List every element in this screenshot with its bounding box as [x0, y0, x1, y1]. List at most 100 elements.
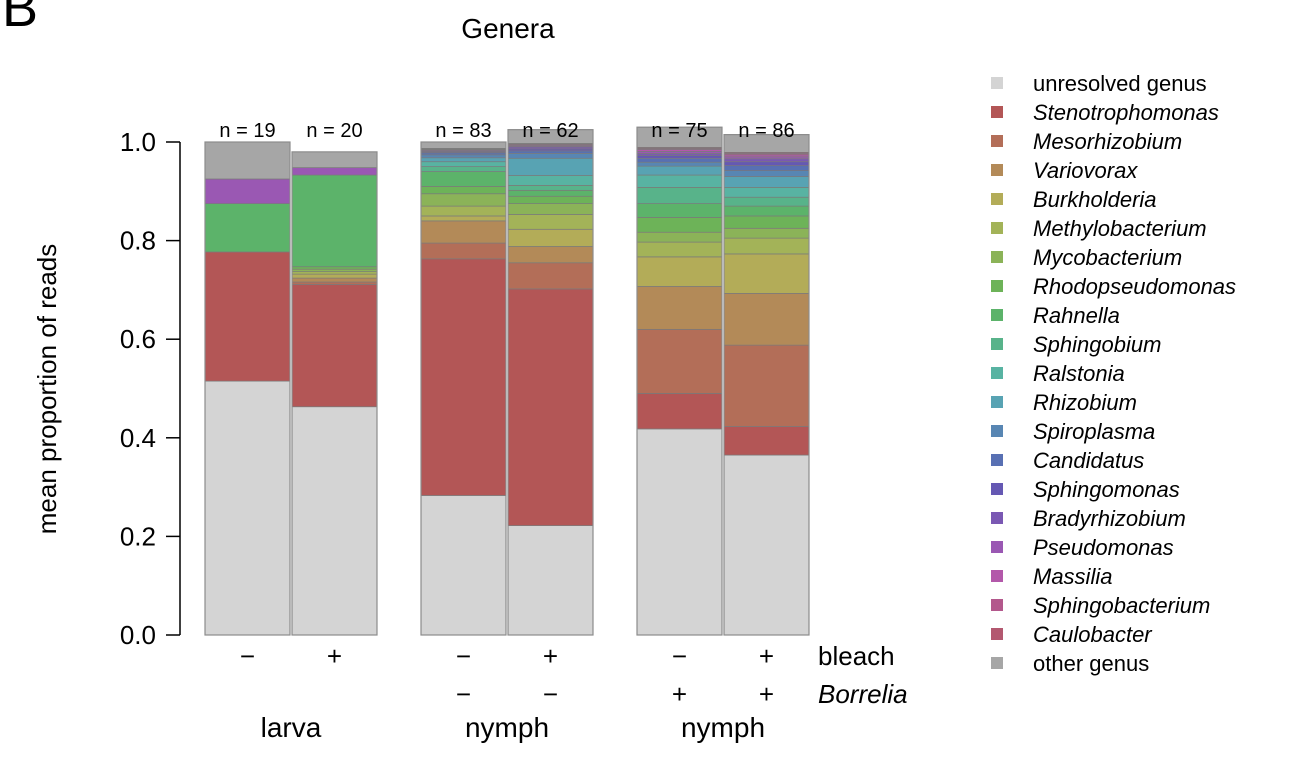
bar-segment	[507, 246, 594, 264]
bar-segment	[723, 215, 810, 229]
legend-swatch	[991, 425, 1003, 437]
legend-label: Caulobacter	[1033, 622, 1153, 647]
bar-segment	[723, 176, 810, 188]
bar-segment	[204, 380, 291, 636]
bar-segment	[723, 454, 810, 636]
legend-label: Pseudomonas	[1033, 535, 1174, 560]
legend-swatch	[991, 657, 1003, 669]
legend-label: Mycobacterium	[1033, 245, 1182, 270]
bar-segment	[507, 203, 594, 215]
n-label: n = 86	[738, 120, 794, 142]
legend-swatch	[991, 251, 1003, 263]
legend: unresolved genus Stenotrophomonas Mesorhiz…	[991, 71, 1236, 676]
bar-segment	[204, 141, 291, 180]
bleach-value: +	[543, 641, 558, 671]
bar-outline	[723, 134, 810, 636]
bar-segment	[291, 273, 378, 279]
bar-segment	[507, 195, 594, 204]
legend-swatch	[991, 512, 1003, 524]
bar-segment	[507, 185, 594, 191]
bar-segment	[507, 189, 594, 197]
bar-segment	[636, 286, 723, 330]
bar-outline	[507, 129, 594, 636]
bar-segment	[420, 166, 507, 172]
bar-segment	[291, 268, 378, 273]
bar-segment	[291, 284, 378, 408]
legend-label: Spiroplasma	[1033, 419, 1155, 444]
bar-segment	[420, 242, 507, 260]
bar-segment	[420, 215, 507, 222]
legend-label: other genus	[1033, 651, 1149, 676]
bar-segment	[636, 393, 723, 430]
bar-segment	[636, 428, 723, 636]
bar-segment	[204, 251, 291, 382]
bar-segment	[420, 495, 507, 636]
legend-swatch	[991, 222, 1003, 234]
bar-segment	[420, 193, 507, 207]
legend-label: Variovorax	[1033, 158, 1138, 183]
y-tick-label: 0.0	[120, 620, 156, 650]
legend-swatch	[991, 628, 1003, 640]
bar-segment	[507, 288, 594, 526]
bar-segment	[507, 262, 594, 290]
n-label: n = 75	[651, 120, 707, 142]
bar-segment	[420, 157, 507, 163]
legend-swatch	[991, 454, 1003, 466]
bar-segment	[636, 157, 723, 163]
bar-segment	[420, 141, 507, 149]
bar-segment	[291, 271, 378, 275]
bar-segment	[420, 258, 507, 496]
factor-label-bleach: bleach	[818, 641, 895, 671]
n-label: n = 19	[219, 120, 275, 142]
legend-label: Rhizobium	[1033, 390, 1137, 415]
bar-segment	[420, 171, 507, 187]
bar-segment	[636, 217, 723, 233]
bar-outline	[204, 141, 291, 636]
bar-segment	[420, 205, 507, 217]
group-label: larva	[261, 712, 322, 743]
y-tick-label: 1.0	[120, 127, 156, 157]
y-tick-label: 0.8	[120, 226, 156, 256]
legend-swatch	[991, 396, 1003, 408]
bar-segment	[723, 187, 810, 198]
bar-segment	[636, 203, 723, 218]
bleach-value: −	[240, 641, 255, 671]
legend-label: Sphingobium	[1033, 332, 1161, 357]
bar-segment	[291, 174, 378, 268]
legend-label: Burkholderia	[1033, 187, 1157, 212]
legend-swatch	[991, 338, 1003, 350]
bar-outline	[420, 141, 507, 636]
y-tick-label: 0.4	[120, 423, 156, 453]
legend-label: Sphingomonas	[1033, 477, 1180, 502]
legend-swatch	[991, 309, 1003, 321]
panel-label: B	[2, 0, 38, 38]
legend-swatch	[991, 135, 1003, 147]
bar-segment	[723, 165, 810, 171]
bar-segment	[723, 196, 810, 207]
legend-swatch	[991, 280, 1003, 292]
borrelia-value: +	[759, 679, 774, 709]
bar-segment	[723, 170, 810, 177]
legend-swatch	[991, 599, 1003, 611]
bar-segment	[723, 237, 810, 255]
legend-label: Mesorhizobium	[1033, 129, 1182, 154]
legend-label: Rahnella	[1033, 303, 1120, 328]
y-axis: 0.0 0.2 0.4 0.6 0.8 1.0	[120, 127, 181, 650]
bar-segment	[420, 161, 507, 168]
bar-segment	[636, 165, 723, 176]
bar-segment	[636, 256, 723, 287]
bleach-value: +	[759, 641, 774, 671]
bar-segment	[723, 205, 810, 217]
bar-segment	[636, 231, 723, 243]
bar-segment	[636, 161, 723, 167]
bar-segment	[636, 187, 723, 204]
legend-swatch	[991, 164, 1003, 176]
legend-label: Massilia	[1033, 564, 1112, 589]
legend-swatch	[991, 483, 1003, 495]
bar-segment	[291, 167, 378, 176]
bar-segment	[636, 328, 723, 394]
legend-label: Candidatus	[1033, 448, 1144, 473]
bar-segment	[420, 220, 507, 244]
bleach-value: −	[456, 641, 471, 671]
bleach-value: −	[672, 641, 687, 671]
